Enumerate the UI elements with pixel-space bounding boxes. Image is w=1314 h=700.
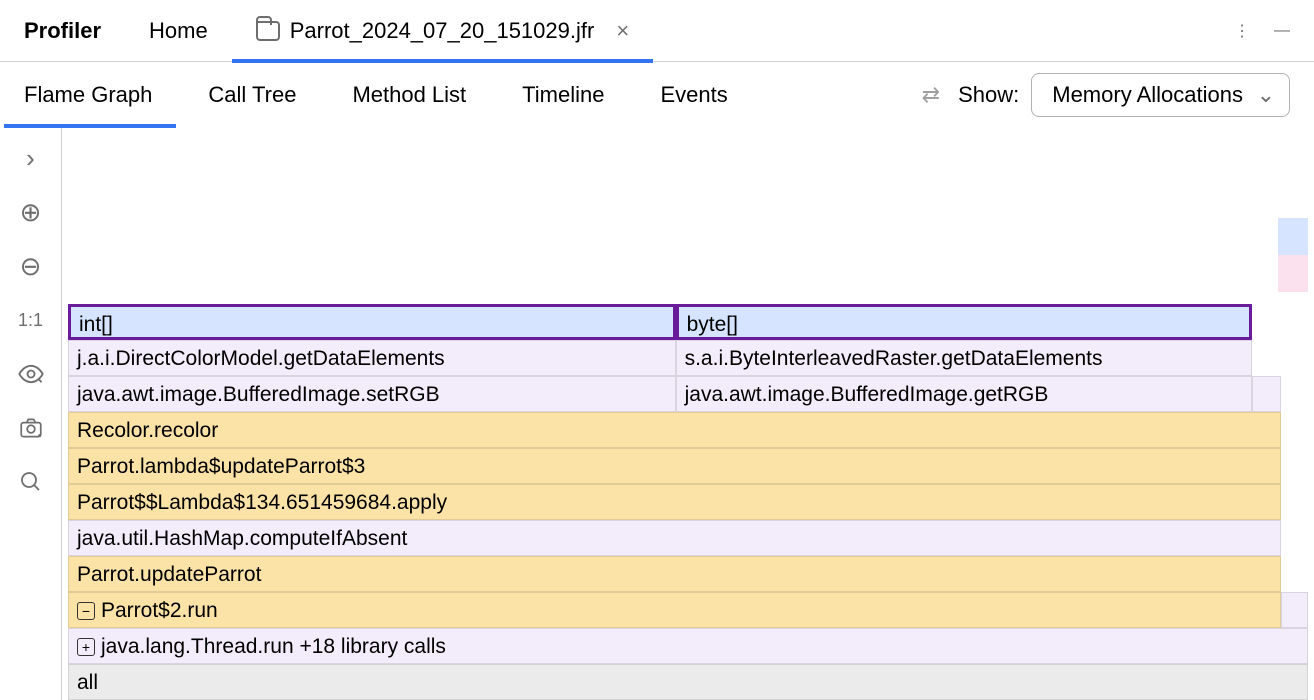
show-selector: Show: Memory Allocations ⌄ [958, 73, 1302, 117]
flame-row: Parrot$$Lambda$134.651459684.apply [68, 484, 1308, 520]
tab-label: Call Tree [208, 82, 296, 108]
flame-minimap[interactable] [1278, 218, 1308, 292]
flame-frame[interactable]: s.a.i.ByteInterleavedRaster.getDataEleme… [676, 340, 1253, 376]
flame-frame-label: Parrot.updateParrot [77, 563, 261, 586]
flame-frame[interactable]: java.awt.image.BufferedImage.getRGB [676, 376, 1253, 412]
one-to-one-label: 1:1 [18, 310, 43, 331]
flame-row: + java.lang.Thread.run +18 library calls [68, 628, 1308, 664]
flame-stack: all + java.lang.Thread.run +18 library cal… [68, 304, 1308, 700]
tab-home-label: Home [149, 18, 208, 44]
flame-frame[interactable] [1252, 376, 1281, 412]
minimap-top [1278, 218, 1308, 255]
show-dropdown[interactable]: Memory Allocations ⌄ [1031, 73, 1290, 117]
close-icon[interactable]: × [616, 18, 629, 44]
flame-frame-label: s.a.i.ByteInterleavedRaster.getDataEleme… [685, 347, 1103, 370]
flame-frame-label: j.a.i.DirectColorModel.getDataElements [77, 347, 445, 370]
tab-label: Flame Graph [24, 82, 152, 108]
more-options-button[interactable]: ⋮ [1222, 11, 1262, 51]
flame-row: −Parrot$2.run [68, 592, 1308, 628]
collapse-icon[interactable]: − [77, 602, 95, 620]
flame-frame-label: int[] [79, 313, 113, 336]
main-area: › ⊕ ⊖ 1:1 all+java.lan [0, 128, 1314, 700]
flame-frame-label: java.lang.Thread.run +18 library calls [101, 635, 446, 658]
flame-row: all [68, 664, 1308, 700]
minimize-button[interactable]: — [1262, 11, 1302, 51]
tab-home[interactable]: Home [125, 0, 232, 62]
flame-graph[interactable]: all + java.lang.Thread.run +18 library cal… [62, 128, 1314, 700]
flame-frame[interactable]: int[] [68, 304, 676, 340]
tab-label: Events [661, 82, 728, 108]
flame-frame-label: Parrot.lambda$updateParrot$3 [77, 455, 365, 478]
flame-frame[interactable]: byte[] [676, 304, 1253, 340]
tab-timeline[interactable]: Timeline [494, 62, 632, 128]
expand-tool[interactable]: › [13, 140, 49, 176]
eye-icon [17, 360, 45, 388]
show-label: Show: [958, 82, 1019, 108]
minimize-icon: — [1274, 22, 1290, 40]
one-to-one-tool[interactable]: 1:1 [13, 302, 49, 338]
chevron-right-icon: › [26, 143, 35, 174]
tab-label: Timeline [522, 82, 604, 108]
profiler-title: Profiler [24, 0, 125, 62]
flame-row: Recolor.recolor [68, 412, 1308, 448]
minimap-bottom [1278, 255, 1308, 292]
more-vertical-icon: ⋮ [1234, 21, 1250, 41]
screenshot-tool[interactable] [13, 410, 49, 446]
flame-frame-label: java.util.HashMap.computeIfAbsent [77, 527, 407, 550]
flame-frame[interactable]: j.a.i.DirectColorModel.getDataElements [68, 340, 676, 376]
flame-frame[interactable] [1281, 592, 1308, 628]
swap-icon[interactable]: ⇄ [922, 82, 940, 108]
tab-jfr-file[interactable]: Parrot_2024_07_20_151029.jfr × [232, 0, 653, 62]
flame-frame-label: all [77, 671, 98, 694]
minus-circle-icon: ⊖ [20, 251, 42, 282]
tab-flame-graph[interactable]: Flame Graph [0, 62, 180, 128]
camera-icon [18, 415, 44, 441]
flame-toolbar: › ⊕ ⊖ 1:1 [0, 128, 62, 700]
flame-frame[interactable]: java.awt.image.BufferedImage.setRGB [68, 376, 676, 412]
flame-frame[interactable]: + java.lang.Thread.run +18 library calls [68, 628, 1308, 664]
add-tool[interactable]: ⊕ [13, 194, 49, 230]
flame-frame[interactable]: java.util.HashMap.computeIfAbsent [68, 520, 1281, 556]
flame-row: java.awt.image.BufferedImage.setRGB java.… [68, 376, 1308, 412]
plus-circle-icon: ⊕ [20, 197, 42, 228]
tab-label: Method List [352, 82, 466, 108]
flame-row: int[] byte[] [68, 304, 1308, 340]
flame-frame-label: java.awt.image.BufferedImage.getRGB [685, 383, 1049, 406]
tab-method-list[interactable]: Method List [324, 62, 494, 128]
flame-row: j.a.i.DirectColorModel.getDataElements s.… [68, 340, 1308, 376]
folder-icon [256, 21, 280, 41]
chevron-down-icon: ⌄ [1257, 82, 1275, 108]
flame-frame-label: byte[] [687, 313, 738, 336]
tab-call-tree[interactable]: Call Tree [180, 62, 324, 128]
flame-row: Parrot.updateParrot [68, 556, 1308, 592]
flame-frame-label: Recolor.recolor [77, 419, 218, 442]
flame-frame[interactable]: Parrot$$Lambda$134.651459684.apply [68, 484, 1281, 520]
flame-row: java.util.HashMap.computeIfAbsent [68, 520, 1308, 556]
search-tool[interactable] [13, 464, 49, 500]
remove-tool[interactable]: ⊖ [13, 248, 49, 284]
flame-frame[interactable]: Parrot.lambda$updateParrot$3 [68, 448, 1281, 484]
expand-icon[interactable]: + [77, 638, 95, 656]
flame-frame-label: java.awt.image.BufferedImage.setRGB [77, 383, 440, 406]
flame-row: Parrot.lambda$updateParrot$3 [68, 448, 1308, 484]
flame-frame[interactable]: Recolor.recolor [68, 412, 1281, 448]
tab-events[interactable]: Events [633, 62, 756, 128]
flame-frame-label: Parrot$$Lambda$134.651459684.apply [77, 491, 447, 514]
flame-frame[interactable]: Parrot.updateParrot [68, 556, 1281, 592]
flame-frame[interactable]: all [68, 664, 1308, 700]
search-icon [19, 470, 43, 494]
tab-jfr-file-label: Parrot_2024_07_20_151029.jfr [290, 18, 595, 44]
flame-frame-label: Parrot$2.run [101, 599, 218, 622]
top-tab-bar: Profiler Home Parrot_2024_07_20_151029.j… [0, 0, 1314, 62]
show-dropdown-value: Memory Allocations [1052, 82, 1243, 107]
presentation-tool[interactable] [13, 356, 49, 392]
view-tab-bar: Flame Graph Call Tree Method List Timeli… [0, 62, 1314, 128]
flame-frame[interactable]: −Parrot$2.run [68, 592, 1281, 628]
